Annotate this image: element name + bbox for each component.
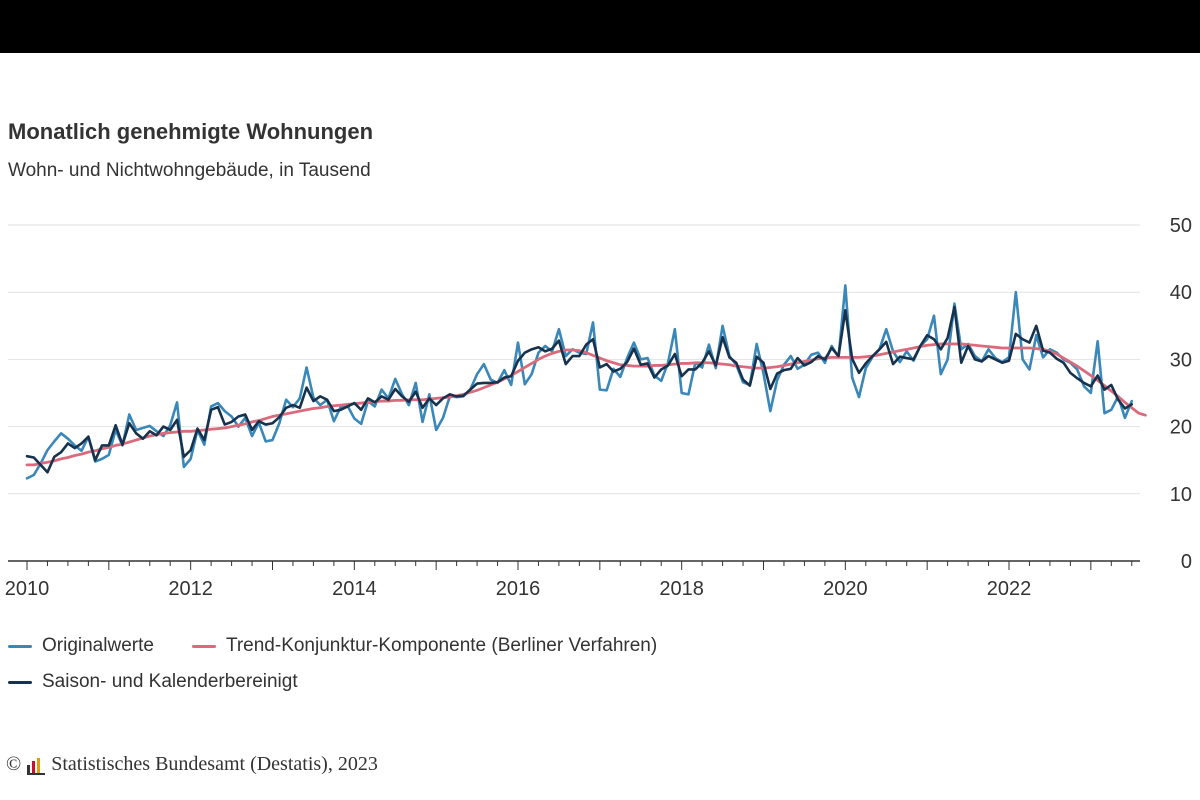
- x-tick-label: 2022: [987, 578, 1032, 600]
- legend-label-trend: Trend-Konjunktur-Komponente (Berliner Ve…: [225, 635, 658, 656]
- grid-lines: [8, 224, 1140, 495]
- series-saisonbereinigt-line: [25, 305, 1134, 474]
- y-tick-label: 40: [1170, 282, 1192, 304]
- legend-swatch-originalwerte: [8, 644, 32, 648]
- y-tick-label: 0: [1181, 551, 1192, 573]
- x-tick-label: 2018: [659, 578, 704, 600]
- x-axis: [8, 560, 1140, 570]
- top-black-bar: [0, 0, 1200, 53]
- y-tick-label: 50: [1170, 215, 1192, 237]
- legend-item-trend: Trend-Konjunktur-Komponente (Berliner Ve…: [191, 635, 658, 657]
- legend-label-originalwerte: Originalwerte: [42, 635, 154, 656]
- legend-swatch-saisonbereinigt: [8, 680, 32, 684]
- legend-row-2: Saison- und Kalenderbereinigt: [8, 664, 695, 700]
- destatis-logo-icon: [27, 757, 46, 775]
- legend-swatch-trend: [191, 644, 216, 648]
- y-axis-labels: 0 10 20 30 40 50: [1170, 215, 1192, 573]
- chart-subtitle: Wohn- und Nichtwohngebäude, in Tausend: [8, 160, 371, 181]
- x-tick-label: 2020: [823, 578, 868, 600]
- x-tick-label: 2014: [332, 578, 377, 600]
- x-tick-label: 2012: [168, 578, 213, 600]
- y-tick-label: 10: [1170, 484, 1192, 506]
- series-lines: [25, 284, 1147, 480]
- line-chart: 0 10 20 30 40 50 2010 2012 2014 2016 2018 2020 2022: [5, 215, 1192, 600]
- copyright-symbol: ©: [6, 753, 22, 775]
- y-tick-label: 20: [1170, 417, 1192, 439]
- source-text: Statistisches Bundesamt (Destatis), 2023: [51, 753, 378, 775]
- legend-item-originalwerte: Originalwerte: [8, 635, 154, 657]
- legend-item-saisonbereinigt: Saison- und Kalenderbereinigt: [8, 671, 298, 693]
- chart-title: Monatlich genehmigte Wohnungen: [8, 119, 374, 144]
- x-tick-label: 2010: [5, 578, 50, 600]
- legend-label-saisonbereinigt: Saison- und Kalenderbereinigt: [42, 671, 298, 692]
- source-footer: © Statistisches Bundesamt (Destatis), 20…: [6, 753, 378, 776]
- x-tick-label: 2016: [496, 578, 541, 600]
- legend-row-1: Originalwerte Trend-Konjunktur-Komponent…: [8, 628, 695, 664]
- chart-legend: Originalwerte Trend-Konjunktur-Komponent…: [8, 628, 695, 700]
- y-tick-label: 30: [1170, 349, 1192, 371]
- series-originalwerte-line: [25, 284, 1134, 480]
- x-axis-labels: 2010 2012 2014 2016 2018 2020 2022: [5, 578, 1032, 600]
